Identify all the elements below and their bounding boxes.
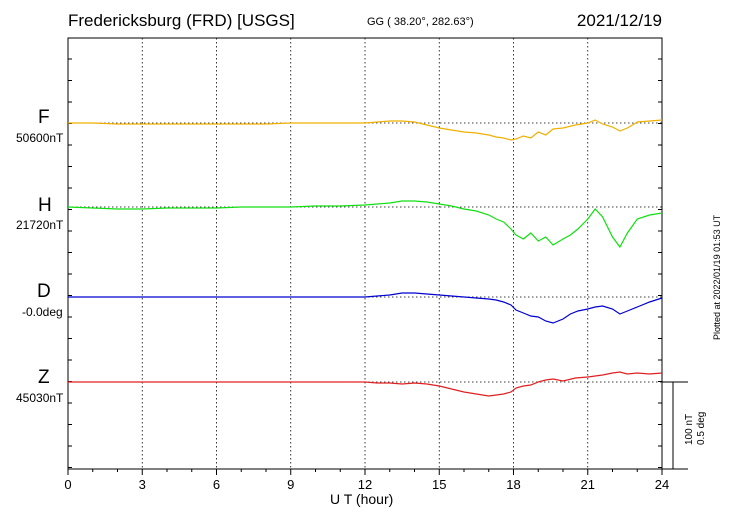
series-line-d bbox=[68, 292, 663, 324]
series-label-z: Z bbox=[38, 367, 50, 388]
plotted-timestamp: Plotted at 2022/01/19 01:53 UT bbox=[712, 214, 722, 340]
plot-date: 2021/12/19 bbox=[576, 11, 662, 30]
x-tick-label: 0 bbox=[64, 477, 71, 492]
series-line-h bbox=[67, 200, 663, 249]
series-label-f: F bbox=[38, 107, 50, 128]
series-label-d: D bbox=[37, 281, 51, 302]
x-tick-label: 21 bbox=[581, 477, 595, 492]
x-tick-label: 6 bbox=[213, 477, 220, 492]
series-baseline-d: -0.0deg bbox=[22, 305, 63, 319]
x-tick-label: 12 bbox=[358, 477, 372, 492]
x-tick-label: 3 bbox=[139, 477, 146, 492]
station-title: Fredericksburg (FRD) [USGS] bbox=[68, 11, 295, 30]
station-coordinates: GG ( 38.20°, 282.63°) bbox=[367, 16, 474, 28]
scale-label-deg: 0.5 deg bbox=[696, 412, 707, 445]
x-tick-label: 9 bbox=[287, 477, 294, 492]
x-axis-label: U T (hour) bbox=[330, 491, 394, 507]
x-tick-label: 18 bbox=[506, 477, 520, 492]
x-tick-label: 15 bbox=[432, 477, 446, 492]
scale-label-nt: 100 nT bbox=[684, 414, 695, 445]
series-line-z bbox=[68, 371, 663, 397]
series-baseline-z: 45030nT bbox=[16, 391, 64, 405]
x-tick-label: 24 bbox=[655, 477, 669, 492]
series-label-h: H bbox=[38, 195, 52, 216]
series-baseline-f: 50600nT bbox=[16, 131, 64, 145]
series-line-f bbox=[68, 119, 663, 141]
series-baseline-h: 21720nT bbox=[16, 218, 64, 232]
